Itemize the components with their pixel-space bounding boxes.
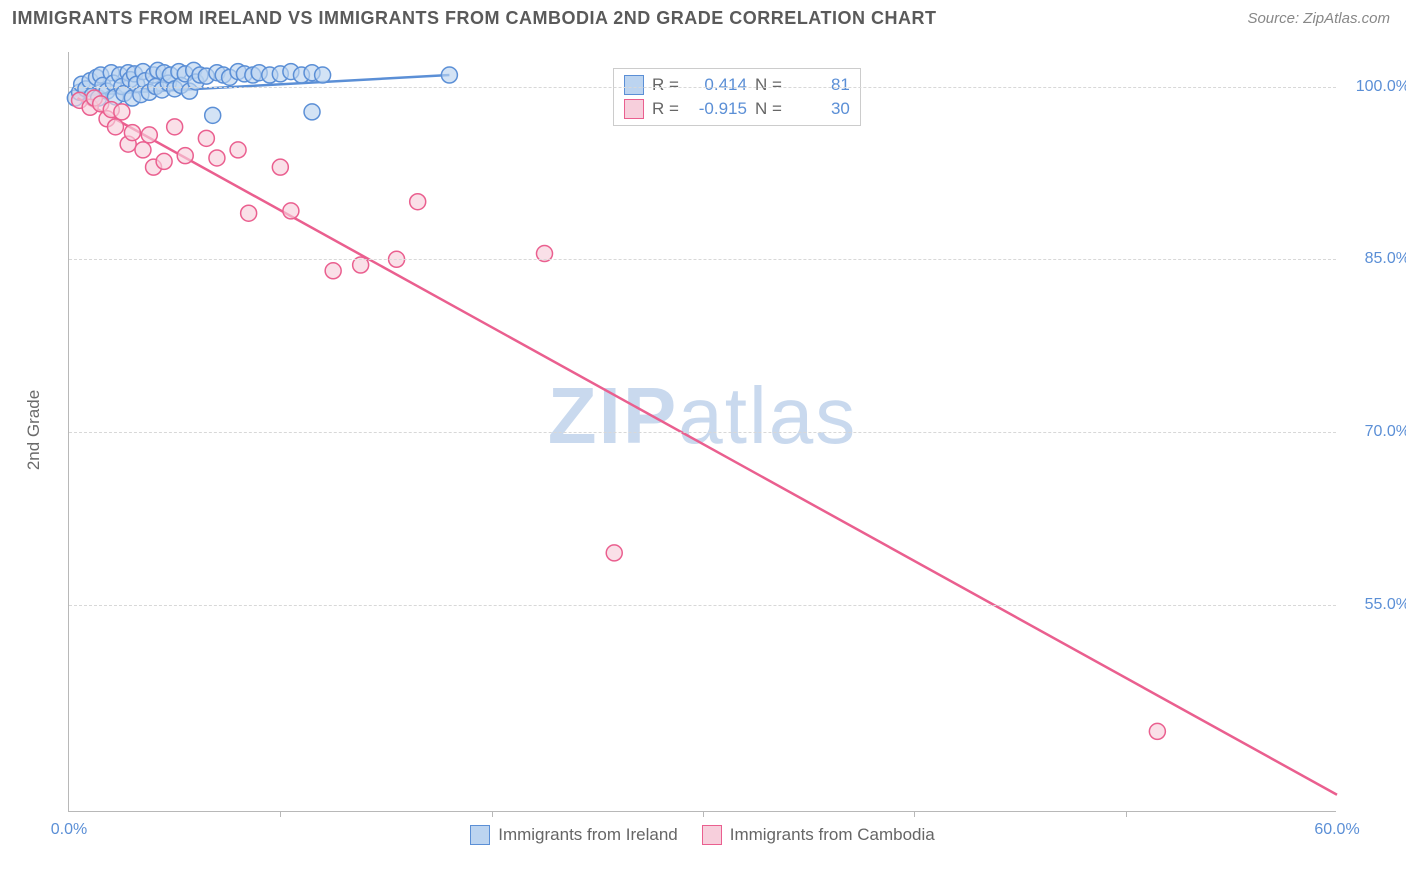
- data-point: [304, 104, 320, 120]
- grid-line-h: [69, 259, 1336, 260]
- data-point: [209, 150, 225, 166]
- grid-line-h: [69, 87, 1336, 88]
- legend-item-cambodia: Immigrants from Cambodia: [702, 825, 935, 845]
- n-value-cambodia: 30: [790, 99, 850, 119]
- data-point: [198, 130, 214, 146]
- x-tick-mark: [280, 811, 281, 817]
- swatch-cambodia: [624, 99, 644, 119]
- data-point: [167, 119, 183, 135]
- data-point: [177, 148, 193, 164]
- data-point: [283, 203, 299, 219]
- data-point: [241, 205, 257, 221]
- header: IMMIGRANTS FROM IRELAND VS IMMIGRANTS FR…: [0, 0, 1406, 33]
- n-label: N =: [755, 99, 782, 119]
- data-point: [325, 263, 341, 279]
- stats-row-cambodia: R = -0.915 N = 30: [624, 97, 850, 121]
- data-point: [156, 153, 172, 169]
- legend-label-cambodia: Immigrants from Cambodia: [730, 825, 935, 845]
- data-point: [124, 125, 140, 141]
- swatch-ireland-icon: [470, 825, 490, 845]
- r-value-ireland: 0.414: [687, 75, 747, 95]
- data-point: [114, 104, 130, 120]
- x-tick-mark: [703, 811, 704, 817]
- data-point: [315, 67, 331, 83]
- legend-label-ireland: Immigrants from Ireland: [498, 825, 678, 845]
- stats-row-ireland: R = 0.414 N = 81: [624, 73, 850, 97]
- grid-line-h: [69, 432, 1336, 433]
- data-point: [410, 194, 426, 210]
- y-tick-label: 100.0%: [1344, 78, 1406, 96]
- data-point: [272, 159, 288, 175]
- chart-title: IMMIGRANTS FROM IRELAND VS IMMIGRANTS FR…: [12, 8, 936, 29]
- swatch-ireland: [624, 75, 644, 95]
- r-value-cambodia: -0.915: [687, 99, 747, 119]
- n-label: N =: [755, 75, 782, 95]
- data-point: [141, 127, 157, 143]
- swatch-cambodia-icon: [702, 825, 722, 845]
- series-legend: Immigrants from Ireland Immigrants from …: [69, 825, 1336, 845]
- data-point: [107, 119, 123, 135]
- stats-legend: R = 0.414 N = 81 R = -0.915 N = 30: [613, 68, 861, 126]
- x-tick-mark: [492, 811, 493, 817]
- data-point: [606, 545, 622, 561]
- trend-line: [77, 98, 1337, 795]
- y-tick-label: 70.0%: [1344, 423, 1406, 441]
- chart-plot-area: ZIPatlas R = 0.414 N = 81 R = -0.915 N =…: [68, 52, 1336, 812]
- x-tick-label: 0.0%: [51, 821, 87, 839]
- source-attribution: Source: ZipAtlas.com: [1247, 10, 1390, 27]
- data-point: [205, 107, 221, 123]
- x-tick-label: 60.0%: [1314, 821, 1359, 839]
- data-point: [441, 67, 457, 83]
- data-point: [230, 142, 246, 158]
- data-point: [135, 142, 151, 158]
- x-tick-mark: [914, 811, 915, 817]
- r-label: R =: [652, 99, 679, 119]
- r-label: R =: [652, 75, 679, 95]
- legend-item-ireland: Immigrants from Ireland: [470, 825, 678, 845]
- n-value-ireland: 81: [790, 75, 850, 95]
- data-point: [1149, 723, 1165, 739]
- grid-line-h: [69, 605, 1336, 606]
- x-tick-mark: [1126, 811, 1127, 817]
- y-axis-label: 2nd Grade: [24, 390, 44, 470]
- y-tick-label: 55.0%: [1344, 596, 1406, 614]
- y-tick-label: 85.0%: [1344, 250, 1406, 268]
